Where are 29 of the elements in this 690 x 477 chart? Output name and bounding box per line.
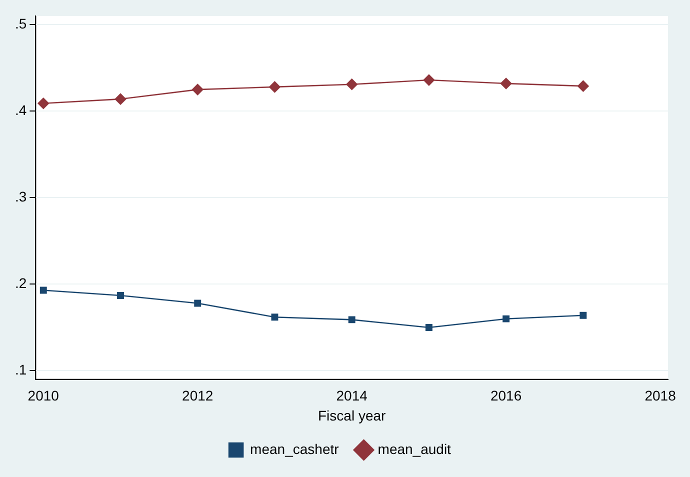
x-tick-label: 2018 xyxy=(644,388,676,404)
point xyxy=(38,98,50,110)
y-tick-label: .5 xyxy=(14,16,27,32)
point xyxy=(117,292,124,299)
point xyxy=(271,314,278,321)
point xyxy=(502,315,510,322)
point xyxy=(346,78,358,90)
y-tick-label: .3 xyxy=(14,188,27,205)
legend-label: mean_audit xyxy=(378,440,452,457)
x-tick-label: 2012 xyxy=(182,388,214,404)
x-axis-title: Fiscal year xyxy=(318,407,386,424)
point xyxy=(423,74,435,86)
legend-label: mean_cashetr xyxy=(250,440,340,457)
x-tick-label: 2010 xyxy=(28,388,60,404)
point xyxy=(500,78,512,90)
point xyxy=(40,286,47,294)
y-tick-label: .1 xyxy=(14,362,27,378)
point xyxy=(192,84,204,96)
point xyxy=(269,81,280,93)
point xyxy=(580,312,587,319)
point xyxy=(578,80,589,92)
x-tick-label: 2016 xyxy=(490,388,522,404)
point xyxy=(348,316,356,324)
point xyxy=(114,93,126,105)
y-tick-label: .4 xyxy=(14,102,27,118)
y-tick-label: .2 xyxy=(14,275,27,292)
x-tick-label: 2014 xyxy=(336,388,368,404)
point xyxy=(425,324,432,331)
point xyxy=(194,300,202,307)
